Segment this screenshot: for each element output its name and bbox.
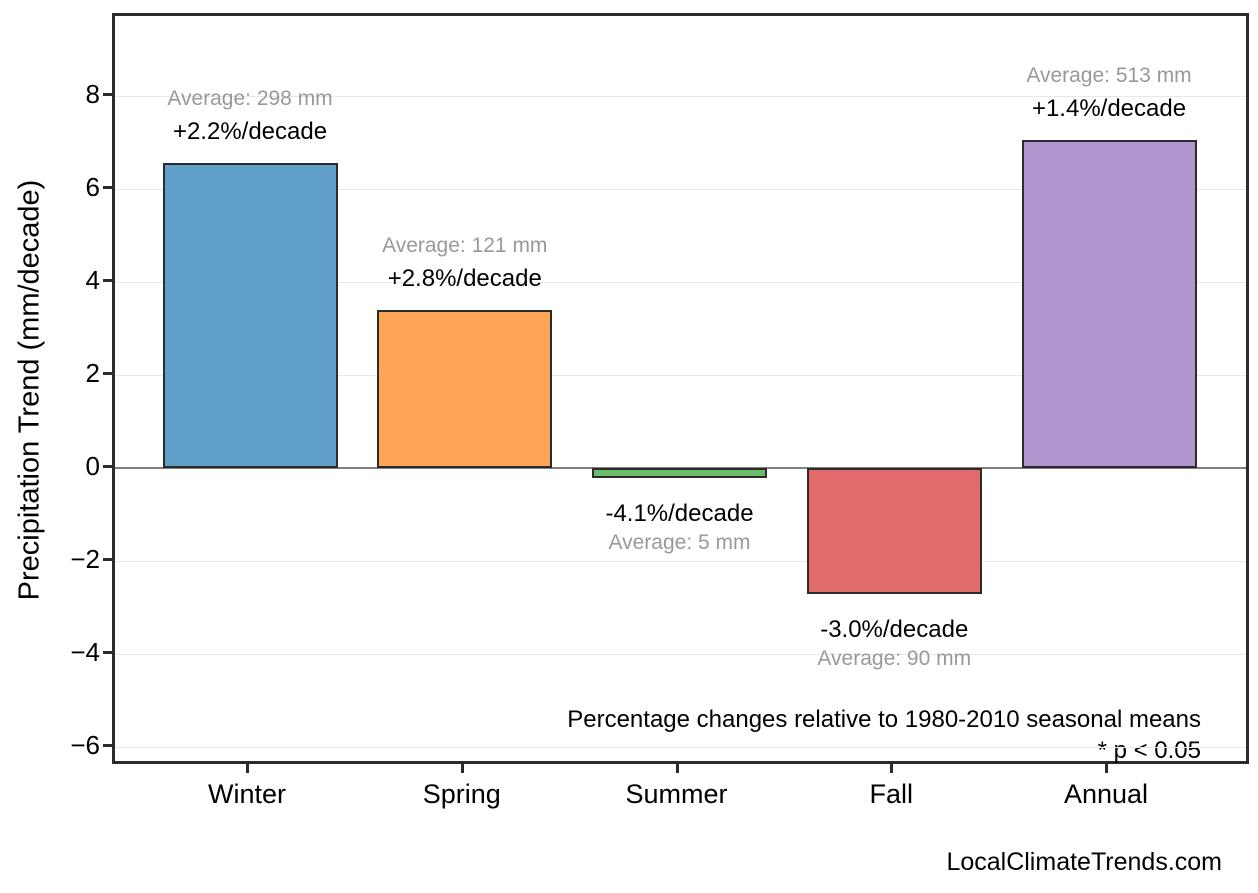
bar-percent-label-winter: +2.2%/decade [172, 117, 328, 145]
bar-percent-label-annual: +1.4%/decade [1031, 95, 1187, 123]
y-tick-label-8: 8 [85, 78, 100, 109]
y-tick-label--2: −2 [70, 544, 100, 575]
bar-spring [377, 310, 553, 468]
x-tick-summer [675, 764, 679, 773]
x-tick-annual [1105, 764, 1108, 773]
bar-average-label-summer: Average: 5 mm [608, 530, 751, 554]
y-tick-label-4: 4 [85, 265, 100, 295]
y-tick--6 [103, 744, 112, 748]
x-axis-label-fall: Fall [869, 779, 914, 809]
bar-summer [592, 468, 767, 478]
x-tick-fall [890, 764, 894, 773]
y-axis-title: Precipitation Trend (mm/decade) [13, 179, 46, 601]
y-tick-2 [103, 372, 112, 375]
x-tick-spring [460, 764, 464, 773]
bar-percent-label-summer: -4.1%/decade [605, 499, 754, 527]
y-tick-label-6: 6 [85, 171, 100, 202]
bar-percent-label-spring: +2.8%/decade [387, 265, 542, 293]
y-tick-label--4: −4 [70, 637, 100, 668]
y-tick--4 [103, 651, 112, 655]
y-tick-label--6: −6 [70, 730, 100, 761]
y-tick--2 [103, 558, 112, 562]
gridline-6 [115, 188, 1246, 190]
x-axis-label-spring: Spring [422, 779, 501, 809]
bar-average-label-winter: Average: 298 mm [167, 86, 333, 110]
attribution-watermark: LocalClimateTrends.com [946, 848, 1222, 876]
bar-average-label-fall: Average: 90 mm [817, 646, 972, 670]
y-tick-label-2: 2 [85, 358, 100, 388]
x-axis-label-annual: Annual [1063, 779, 1149, 809]
x-tick-winter [246, 764, 249, 773]
bar-average-label-spring: Average: 121 mm [382, 234, 548, 258]
y-tick-6 [103, 185, 112, 189]
gridline-8 [115, 95, 1246, 97]
bar-winter [162, 162, 338, 469]
gridline--4 [115, 654, 1246, 656]
x-axis-label-winter: Winter [207, 779, 287, 809]
gridline--6 [115, 747, 1246, 749]
bar-fall [806, 468, 982, 594]
footnote-relative-means: Percentage changes relative to 1980-2010… [567, 706, 1201, 733]
gridline-2 [115, 375, 1246, 376]
y-tick-4 [103, 279, 112, 282]
y-tick-8 [103, 92, 112, 96]
bar-annual [1021, 140, 1197, 468]
gridline--2 [115, 561, 1246, 563]
gridline-4 [115, 282, 1246, 283]
plot-area: Percentage changes relative to 1980-2010… [112, 13, 1249, 764]
x-axis-label-summer: Summer [625, 779, 728, 809]
bar-average-label-annual: Average: 513 mm [1026, 64, 1192, 88]
bar-percent-label-fall: -3.0%/decade [820, 615, 969, 643]
y-tick-0 [103, 465, 112, 469]
footnote-p-value: * p < 0.05 [1097, 737, 1201, 764]
y-tick-label-0: 0 [85, 451, 100, 482]
